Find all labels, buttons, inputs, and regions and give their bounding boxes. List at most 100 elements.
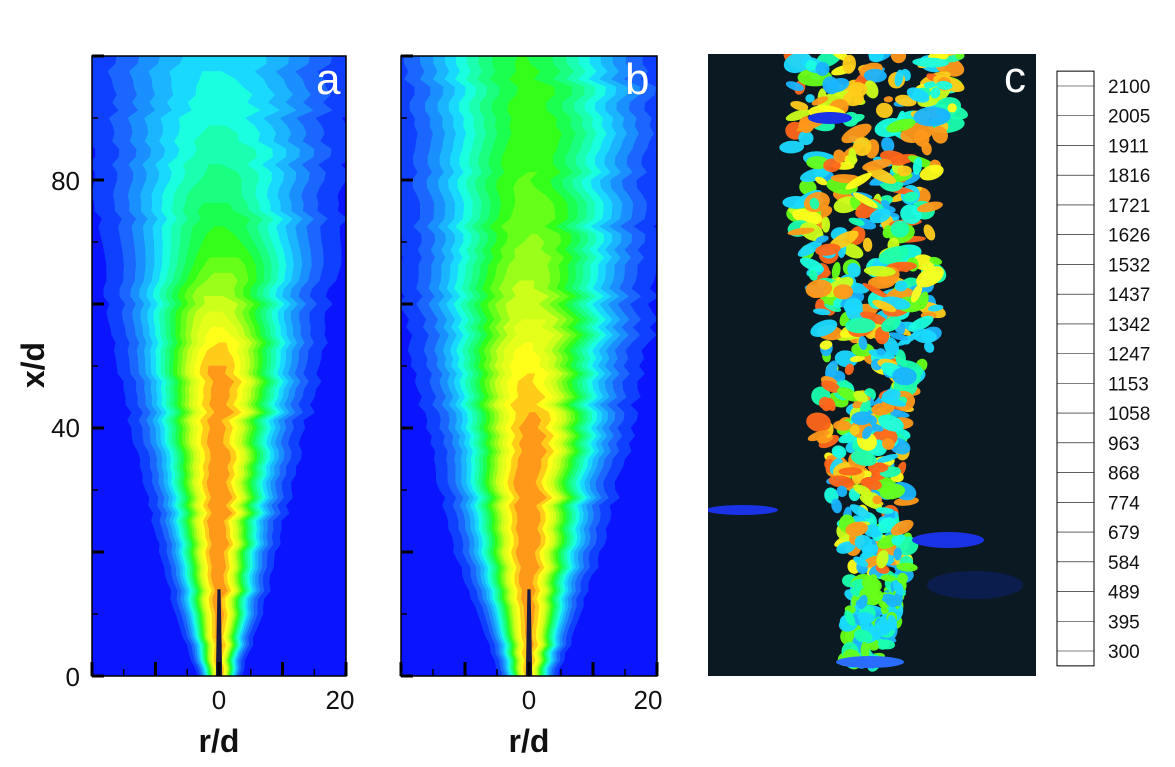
isosurface-blob [821,216,831,233]
isosurface-blob [875,507,894,514]
isosurface-blob [806,412,832,432]
isosurface-blob [815,243,841,256]
isosurface-blob [875,619,892,636]
isosurface-sheet [808,112,852,124]
isosurface-blob [833,420,852,431]
isosurface-blob [908,315,934,332]
isosurface-blob [860,477,876,487]
isosurface-blob [864,80,879,99]
isosurface-sheet [927,571,1023,599]
isosurface-blob [896,562,918,572]
isosurface-blob [893,547,902,561]
isosurface-blob [854,629,873,644]
isosurface-blob [815,235,829,244]
isosurface-blob [853,556,869,567]
panel-a-plume [92,56,346,676]
isosurface-blob [850,450,877,467]
isosurface-blob [858,336,868,351]
isosurface-blob [878,414,904,432]
isosurface-blob [928,304,944,312]
isosurface-blob [828,475,855,489]
jet-core [215,589,223,676]
isosurface-blob [917,201,943,213]
isosurface-blob [872,495,882,505]
contour-band [513,412,548,661]
panel-b: b 0 20 r/d [399,54,663,759]
jet-core [525,589,533,676]
isosurface-blob [822,76,840,95]
isosurface-blob [838,467,863,476]
isosurface-blob [906,87,930,103]
isosurface-blob [924,341,935,353]
colorbar-label: 2100 [1108,77,1150,98]
isosurface-blob [844,363,854,375]
y-tick-label-0: 0 [66,662,80,692]
isosurface-blob [819,340,833,350]
colorbar-label: 1816 [1108,166,1150,187]
isosurface-blob [848,217,865,226]
isosurface-blob [891,535,903,546]
colorbar-label: 868 [1108,464,1140,485]
isosurface-blob [930,87,941,99]
isosurface-blob [890,220,910,238]
panel-a-label: a [316,55,341,104]
isosurface-blob [881,316,901,332]
isosurface-blob [849,504,872,519]
isosurface-blob [892,367,917,386]
isosurface-blob [851,411,873,426]
isosurface-blob [923,224,936,241]
isosurface-blob [833,149,846,163]
panel-a: a 0 40 80 0 20 x/d r/d [15,54,355,759]
y-axis-title: x/d [15,342,51,388]
isosurface-blob [815,61,830,76]
isosurface-blob [887,614,897,631]
isosurface-blob [894,69,904,87]
panel-b-x-tick-0: 0 [522,685,536,715]
isosurface-blob [844,610,856,627]
y-tick-label-40: 40 [51,413,80,443]
colorbar-label: 1626 [1108,226,1150,247]
colorbar-label: 774 [1108,493,1140,514]
isosurface-blob [815,176,828,186]
isosurface-blob [852,192,878,208]
isosurface-blob [831,498,842,514]
isosurface-blob [821,380,841,393]
isosurface-blob [837,387,860,402]
isosurface-blob [790,101,809,111]
isosurface-blob [848,82,868,98]
panel-c-label: c [1004,53,1026,102]
isosurface-blob [881,137,895,153]
isosurface-blob [931,126,948,144]
isosurface-blob [867,462,889,473]
isosurface-sheet [708,505,778,515]
isosurface-blob [883,96,894,103]
isosurface-blob [893,496,919,506]
isosurface-blob [872,299,897,313]
isosurface-blob [822,403,833,412]
panel-a-x-tick-20: 20 [326,685,355,715]
y-tick-label-80: 80 [51,166,80,196]
isosurface-blob [862,282,890,299]
panel-b-plume [401,56,657,676]
panel-b-x-tick-20: 20 [634,685,663,715]
isosurface-blob [805,279,833,299]
panel-b-label: b [625,55,649,104]
isosurface-blob [809,197,820,210]
colorbar-label: 489 [1108,583,1140,604]
isosurface-blob [845,172,873,190]
isosurface-blob [880,574,896,582]
isosurface-blob [918,291,929,310]
isosurface-blob [913,106,951,127]
panel-b-ticks [399,54,659,678]
isosurface-blob [947,103,957,113]
isosurface-blob [862,237,873,252]
isosurface-blob [888,332,909,341]
isosurface-blob [785,109,812,122]
isosurface-blob [881,389,901,403]
isosurface-blob [831,445,847,459]
isosurface-blob [841,243,864,259]
isosurface-blob [834,350,859,368]
isosurface-blob [805,94,815,103]
isosurface-blob [860,399,871,414]
isosurface-blob [849,424,860,436]
